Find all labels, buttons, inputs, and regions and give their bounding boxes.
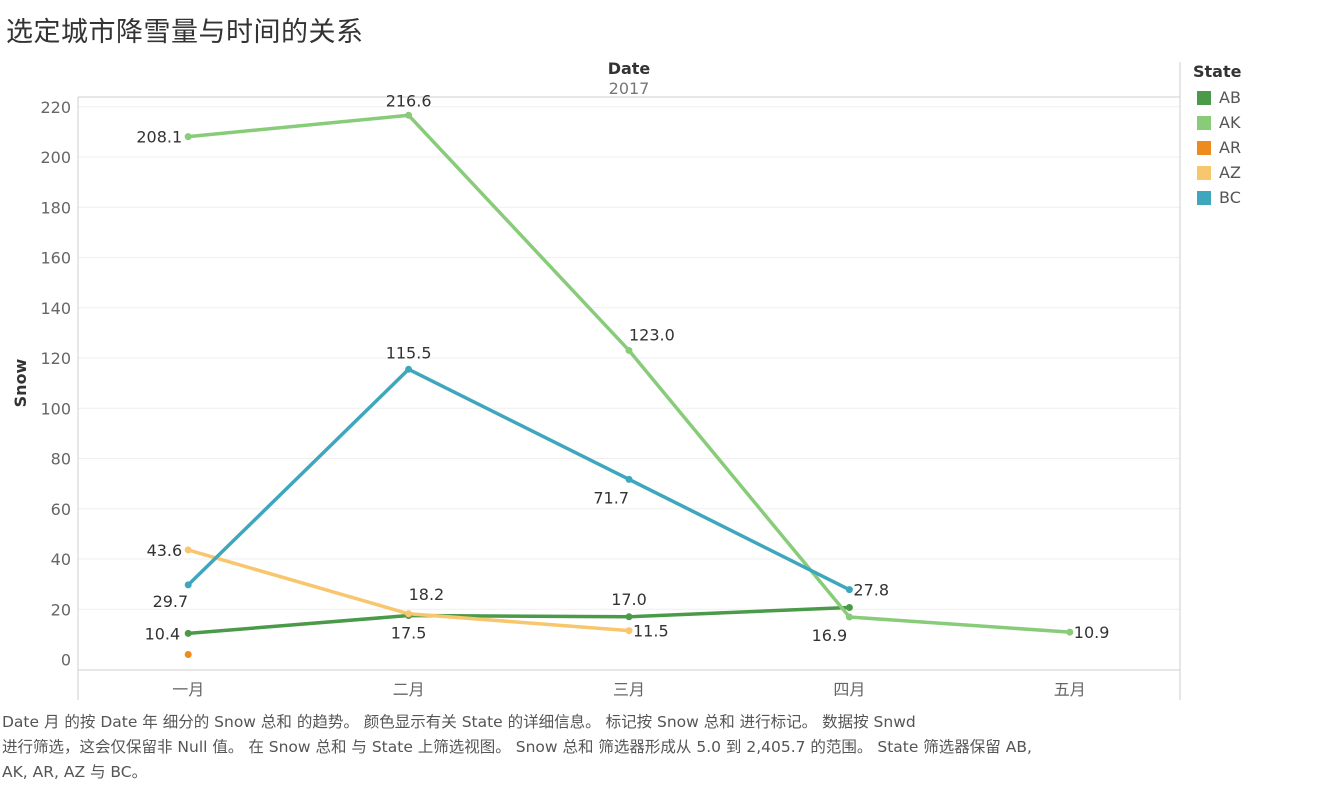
legend: State AB AK AR AZ BC [1193, 62, 1241, 210]
legend-item-ab[interactable]: AB [1193, 85, 1241, 110]
y-tick-label: 40 [51, 550, 71, 569]
data-point-ak [184, 133, 192, 141]
data-point-ab [184, 629, 192, 637]
legend-swatch [1197, 190, 1211, 205]
series-points [184, 111, 1074, 658]
legend-swatch [1197, 140, 1211, 155]
data-point-ab [845, 603, 853, 611]
data-label-ab: 17.0 [611, 590, 647, 609]
y-tick-label: 100 [40, 399, 71, 418]
data-point-bc [625, 475, 633, 483]
data-label-ab: 10.4 [145, 624, 181, 643]
caption-line: AK, AR, AZ 与 BC。 [2, 763, 148, 781]
y-axis-label: Snow [11, 358, 30, 407]
y-tick-label: 200 [40, 148, 71, 167]
page-title: 选定城市降雪量与时间的关系 [6, 17, 364, 48]
x-tick-label: 三月 [613, 680, 645, 699]
y-tick-label: 20 [51, 600, 71, 619]
legend-item-ar[interactable]: AR [1193, 135, 1241, 160]
data-label-bc: 27.8 [853, 581, 889, 600]
legend-label: AB [1219, 88, 1241, 107]
chart-caption: Date 月 的按 Date 年 细分的 Snow 总和 的趋势。 颜色显示有关… [2, 710, 1162, 785]
column-subheader: 2017 [609, 79, 650, 98]
series-line-ab [188, 605, 850, 636]
data-label-ak: 10.9 [1074, 623, 1110, 642]
data-point-az [184, 546, 192, 554]
data-point-bc [405, 365, 413, 373]
y-tick-label: 0 [61, 651, 71, 670]
column-header: Date [608, 59, 651, 78]
y-tick-label: 120 [40, 349, 71, 368]
y-tick-label: 140 [40, 299, 71, 318]
series-line-ak [188, 113, 1070, 634]
data-label-az: 18.2 [409, 585, 445, 604]
legend-label: AK [1219, 113, 1241, 132]
legend-item-bc[interactable]: BC [1193, 185, 1241, 210]
data-point-ak [845, 613, 853, 621]
legend-swatch [1197, 115, 1211, 130]
x-tick-label: 五月 [1054, 680, 1086, 699]
data-point-bc [845, 586, 853, 594]
x-tick-label: 二月 [393, 680, 425, 699]
data-label-bc: 71.7 [593, 488, 629, 507]
data-label-az: 11.5 [633, 622, 669, 641]
data-label-ak: 216.6 [386, 91, 432, 110]
legend-item-ak[interactable]: AK [1193, 110, 1241, 135]
legend-title: State [1193, 62, 1242, 81]
legend-label: AZ [1219, 163, 1241, 182]
y-tick-label: 80 [51, 450, 71, 469]
data-label-bc: 29.7 [153, 592, 189, 611]
data-point-ak [405, 111, 413, 119]
gridlines [78, 106, 1180, 610]
series-line-bc [186, 367, 851, 592]
data-point-ab [625, 613, 633, 621]
y-tick-label: 60 [51, 500, 71, 519]
y-tick-label: 180 [40, 198, 71, 217]
legend-swatch [1197, 90, 1211, 105]
data-label-ak: 208.1 [136, 128, 182, 147]
series-lines [186, 113, 1070, 636]
data-point-az [405, 610, 413, 618]
legend-swatch [1197, 165, 1211, 180]
data-label-az: 43.6 [147, 541, 183, 560]
data-labels: 10.4 17.0 208.1 216.6 123.0 16.9 10.9 43.6 18.2 1… [136, 91, 1109, 645]
data-label-bc: 115.5 [386, 343, 432, 362]
legend-label: AR [1219, 138, 1242, 157]
data-point-ak [1066, 628, 1074, 636]
data-label-ak: 16.9 [812, 626, 848, 645]
data-point-az [625, 627, 633, 635]
x-tick-label: 四月 [833, 680, 865, 699]
data-point-ar [184, 650, 192, 658]
x-tick-label: 一月 [172, 680, 204, 699]
legend-item-az[interactable]: AZ [1193, 160, 1241, 185]
y-tick-label: 160 [40, 249, 71, 268]
caption-line: 进行筛选，这会仅保留非 Null 值。 在 Snow 总和 与 State 上筛… [2, 738, 1032, 756]
caption-line: Date 月 的按 Date 年 细分的 Snow 总和 的趋势。 颜色显示有关… [2, 713, 916, 731]
legend-label: BC [1219, 188, 1241, 207]
data-point-ak [625, 346, 633, 354]
y-tick-label: 220 [40, 98, 71, 117]
data-label-extra: 17.5 [391, 624, 427, 643]
data-point-bc [184, 581, 192, 589]
data-label-ak: 123.0 [629, 325, 675, 344]
